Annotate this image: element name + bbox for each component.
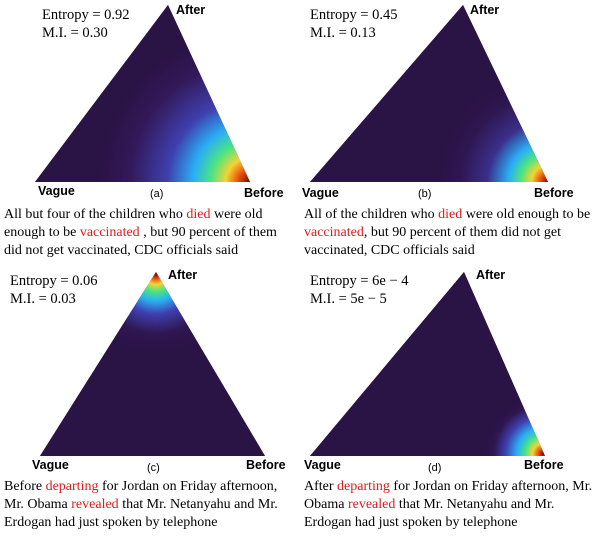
caption-b: All of the children who died were old en… (304, 206, 596, 260)
vertex-after-a: After (176, 3, 206, 17)
mi-a: M.I. = 0.30 (42, 25, 108, 41)
caption-text: After (304, 479, 338, 494)
heatmap-a (35, 5, 250, 182)
sublabel-a: (a) (150, 188, 164, 200)
heatmap-b (310, 5, 548, 182)
vertex-before-c: Before (246, 458, 286, 472)
vertex-vague-b: Vague (302, 186, 339, 200)
vertex-after-c: After (168, 268, 198, 282)
highlighted-word: revealed (71, 497, 119, 512)
entropy-d: Entropy = 6e − 4 (310, 273, 409, 289)
caption-text: that Mr. Netanyahu and Mr. Erdogan had j… (4, 497, 278, 530)
caption-d: After departing for Jordan on Friday aft… (304, 478, 596, 532)
vertex-after-d: After (476, 268, 506, 282)
vertex-before-b: Before (534, 186, 574, 200)
entropy-a: Entropy = 0.92 (42, 7, 130, 23)
caption-text: , but 90 percent of them did not get vac… (4, 225, 277, 258)
vertex-vague-a: Vague (38, 184, 75, 198)
mi-b: M.I. = 0.13 (310, 25, 376, 41)
panel-a: Entropy = 0.92 M.I. = 0.30 After Vague B… (0, 0, 298, 268)
sublabel-b: (b) (418, 188, 432, 200)
caption-text: were old enough to be (462, 207, 591, 222)
entropy-c: Entropy = 0.06 (10, 273, 98, 289)
highlighted-word: departing (337, 479, 390, 494)
vertex-before-d: Before (524, 458, 564, 472)
ternary-plot-b (310, 5, 548, 182)
heatmap-d (310, 272, 545, 456)
caption-text: All but four of the children who (4, 207, 187, 222)
panel-d: Entropy = 6e − 4 M.I. = 5e − 5 After Vag… (300, 266, 597, 534)
highlighted-word: departing (45, 479, 99, 494)
caption-text: Before (4, 479, 46, 494)
panel-c: Entropy = 0.06 M.I. = 0.03 After Vague B… (0, 266, 298, 534)
highlighted-word: revealed (347, 497, 396, 512)
highlighted-word: died (438, 207, 463, 222)
caption-text: were old enough to be (4, 207, 263, 240)
mi-d: M.I. = 5e − 5 (310, 291, 387, 307)
caption-c: Before departing for Jordan on Friday af… (4, 478, 296, 532)
sublabel-c: (c) (147, 462, 160, 474)
mi-c: M.I. = 0.03 (10, 291, 76, 307)
caption-text: , but 90 percent of them did not get vac… (304, 225, 561, 258)
vertex-after-b: After (470, 3, 500, 17)
vertex-before-a: Before (244, 186, 284, 200)
vertex-vague-c: Vague (32, 458, 69, 472)
sublabel-d: (d) (428, 462, 442, 474)
caption-text: for Jordan on Friday afternoon, Mr. Obam… (304, 479, 593, 512)
caption-a: All but four of the children who died we… (4, 206, 296, 260)
highlighted-word: vaccinated (304, 225, 364, 240)
caption-text: All of the children who (304, 207, 439, 222)
panel-b: Entropy = 0.45 M.I. = 0.13 After Vague B… (300, 0, 597, 268)
vertex-vague-d: Vague (304, 458, 341, 472)
ternary-plot-d (310, 272, 545, 456)
ternary-plot-c (40, 272, 265, 456)
highlighted-word: died (186, 207, 211, 222)
caption-text: for Jordan on Friday afternoon, Mr. Obam… (4, 479, 278, 512)
highlighted-word: vaccinated (79, 225, 140, 240)
ternary-plot-a (35, 5, 250, 182)
caption-text: that Mr. Netanyahu and Mr. Erdogan had j… (304, 497, 555, 530)
heatmap-c (40, 272, 265, 456)
entropy-b: Entropy = 0.45 (310, 7, 398, 23)
